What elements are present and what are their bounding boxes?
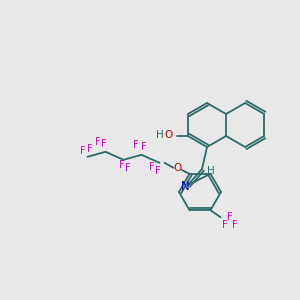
Text: F: F xyxy=(95,137,100,147)
Text: F: F xyxy=(101,139,106,149)
Text: F: F xyxy=(119,160,124,170)
Text: F: F xyxy=(222,220,227,230)
Text: H: H xyxy=(207,166,215,176)
Text: F: F xyxy=(227,212,232,222)
Text: F: F xyxy=(232,220,237,230)
Text: F: F xyxy=(155,166,160,176)
Text: F: F xyxy=(133,140,138,150)
Text: O: O xyxy=(173,163,181,173)
Text: N: N xyxy=(181,181,189,194)
Text: O: O xyxy=(165,130,173,140)
Text: F: F xyxy=(125,163,130,173)
Text: F: F xyxy=(149,162,154,172)
Text: F: F xyxy=(141,142,146,152)
Text: F: F xyxy=(87,144,92,154)
Text: F: F xyxy=(80,146,85,156)
Text: H: H xyxy=(156,130,164,140)
